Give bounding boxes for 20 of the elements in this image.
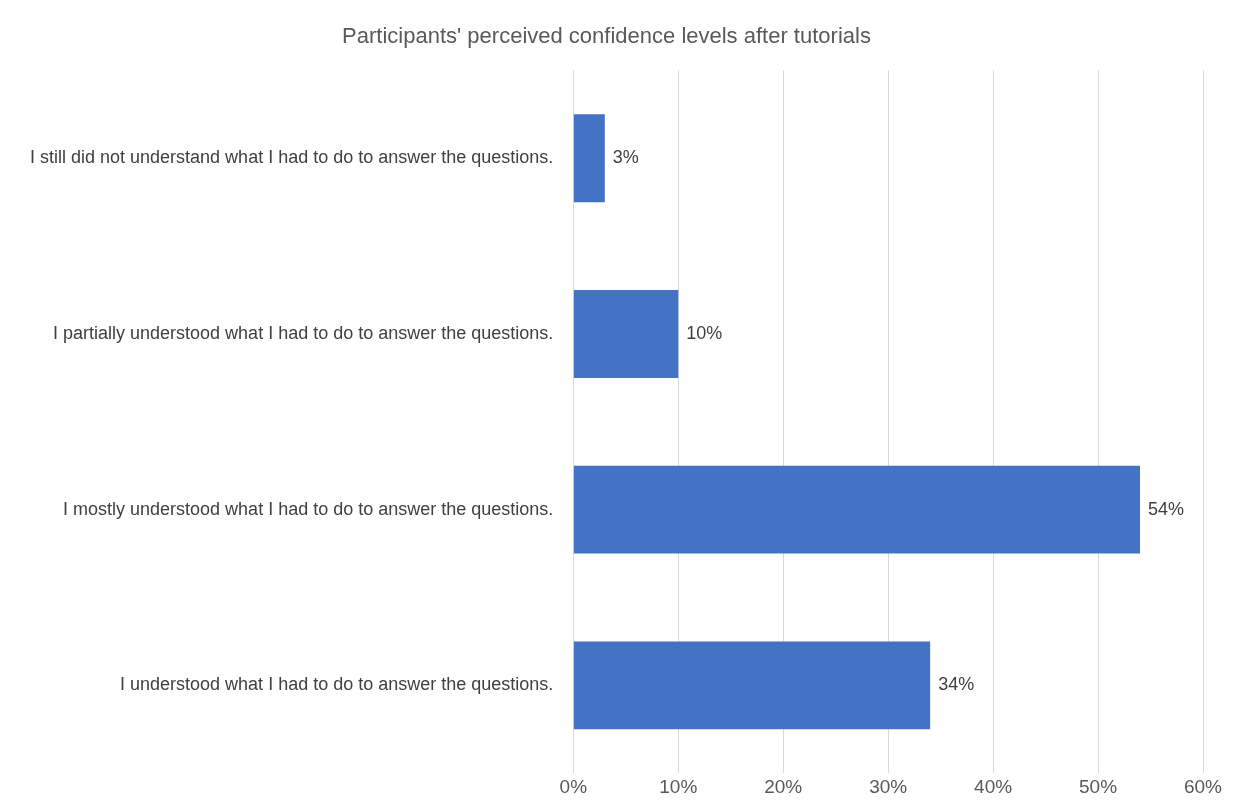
data-label: 34% xyxy=(938,674,975,695)
x-tick-label: 30% xyxy=(869,775,908,797)
y-tick-label: I partially understood what I had to do to answer the questions. xyxy=(53,322,554,343)
bar xyxy=(573,641,931,730)
x-tick-label: 0% xyxy=(559,775,588,797)
data-label: 10% xyxy=(686,322,723,343)
x-tick-label: 10% xyxy=(659,775,698,797)
bar xyxy=(573,290,679,378)
chart-title: Participants' perceived confidence levels after tutorials xyxy=(342,23,871,49)
x-tick-label: 60% xyxy=(1183,775,1223,797)
bar xyxy=(573,114,605,203)
x-tick-label: 40% xyxy=(974,775,1013,797)
y-tick-label: I still did not understand what I had to do to answer the questions. xyxy=(30,147,554,168)
y-tick-label: I understood what I had to do to answer the questions. xyxy=(120,674,554,695)
x-tick-label: 20% xyxy=(764,775,803,797)
data-label: 3% xyxy=(612,147,639,168)
x-tick-label: 50% xyxy=(1079,775,1118,797)
bar xyxy=(573,465,1141,554)
data-label: 54% xyxy=(1148,498,1185,519)
y-tick-label: I mostly understood what I had to do to answer the questions. xyxy=(63,498,554,519)
